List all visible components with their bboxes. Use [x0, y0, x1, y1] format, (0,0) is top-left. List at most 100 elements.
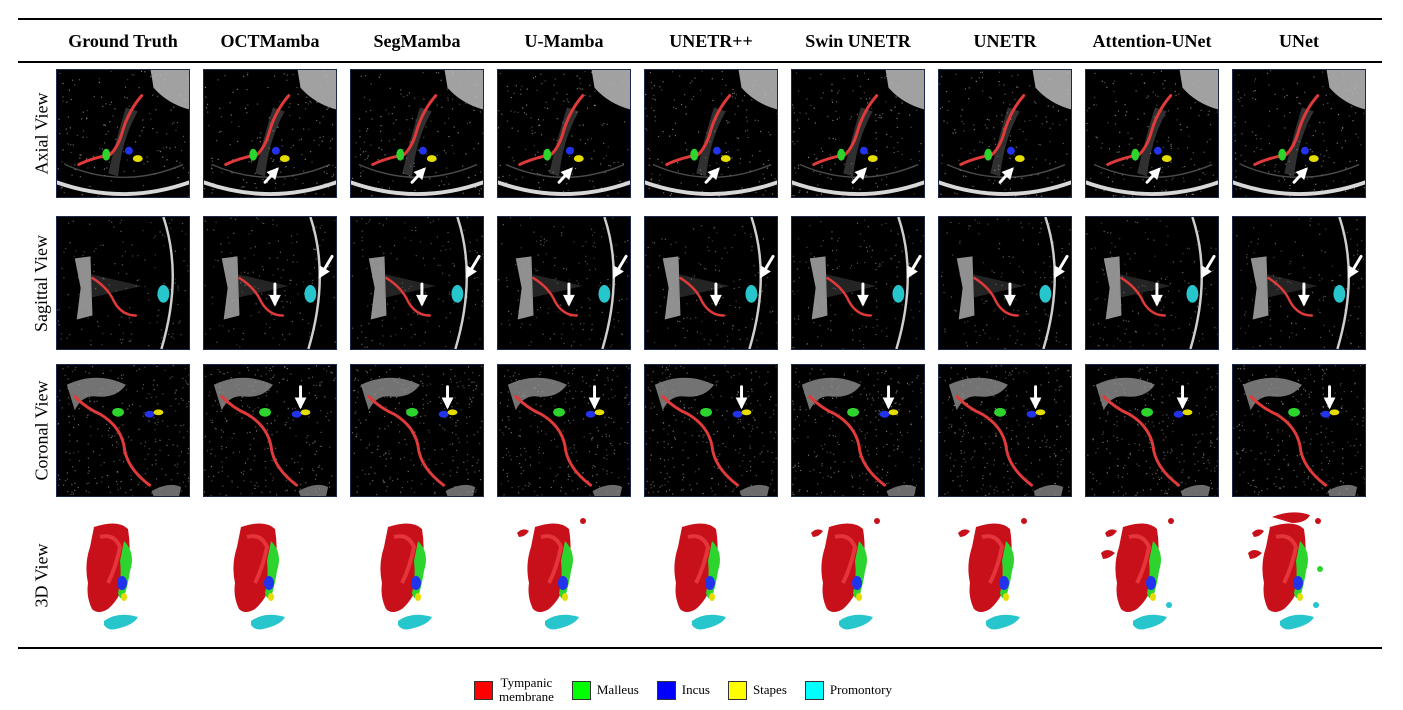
speckle	[993, 127, 995, 129]
speckle	[1032, 489, 1034, 491]
speckle	[1211, 376, 1213, 378]
speckle	[766, 382, 768, 384]
speckle	[897, 445, 899, 447]
speckle	[62, 149, 64, 151]
speckle	[1138, 434, 1140, 436]
speckle	[74, 169, 76, 171]
speckle	[1207, 303, 1209, 305]
speckle	[1253, 151, 1255, 153]
sagittal-image	[498, 217, 630, 349]
speckle	[819, 324, 821, 327]
speckle	[1061, 450, 1063, 452]
speckle	[122, 461, 125, 463]
speckle	[1208, 110, 1210, 112]
speckle	[105, 103, 107, 105]
speckle	[1154, 255, 1156, 257]
speckle	[132, 495, 134, 496]
speckle	[858, 475, 861, 477]
speckle	[324, 231, 326, 233]
indicator-arrow	[410, 167, 426, 184]
speckle	[858, 327, 861, 330]
speckle	[211, 296, 213, 298]
speckle	[793, 112, 795, 114]
speckle	[546, 239, 548, 242]
speckle	[423, 342, 425, 344]
speckle	[284, 290, 286, 292]
speckle	[384, 428, 386, 430]
speckle	[87, 472, 89, 474]
speckle	[1199, 178, 1201, 181]
speckle	[209, 328, 211, 330]
indicator-arrow	[557, 167, 573, 184]
speckle	[1188, 282, 1190, 284]
speckle	[113, 226, 115, 228]
speckle	[379, 343, 381, 345]
speckle	[677, 162, 679, 164]
speckle	[130, 474, 132, 477]
axial-bright-structure	[1179, 70, 1218, 110]
coronal-bright-structure	[213, 377, 273, 411]
speckle	[86, 117, 88, 119]
speckle	[582, 380, 584, 382]
speckle	[806, 98, 808, 100]
speckle	[984, 466, 986, 469]
speckle	[611, 344, 613, 346]
speckle	[272, 274, 274, 276]
speckle	[572, 490, 574, 492]
speckle	[315, 365, 318, 367]
speckle	[748, 423, 750, 425]
speckle	[803, 392, 805, 394]
speckle	[986, 300, 988, 302]
speckle	[959, 428, 961, 431]
speckle	[828, 137, 830, 139]
speckle	[761, 332, 763, 334]
speckle	[1058, 389, 1061, 391]
speckle	[712, 99, 714, 102]
speckle	[256, 103, 259, 105]
speckle	[1056, 426, 1058, 428]
speckle	[68, 403, 70, 405]
speckle	[628, 367, 630, 369]
speckle	[1345, 288, 1348, 290]
speckle	[319, 136, 321, 139]
speckle	[59, 390, 61, 392]
speckle	[435, 171, 437, 174]
speckle	[724, 418, 726, 421]
speckle	[739, 493, 741, 495]
speckle	[601, 124, 603, 126]
speckle	[164, 235, 166, 237]
speckle	[1167, 290, 1170, 292]
speckle	[1113, 491, 1115, 493]
speckle	[282, 334, 284, 336]
incus-mask	[418, 146, 427, 155]
speckle	[797, 290, 799, 292]
speckle	[896, 423, 898, 425]
speckle	[655, 311, 657, 313]
speckle	[537, 309, 539, 311]
speckle	[1144, 285, 1146, 287]
speckle	[290, 235, 293, 237]
speckle	[1060, 464, 1062, 466]
speckle	[205, 333, 207, 335]
speckle	[1016, 339, 1018, 341]
speckle	[217, 259, 219, 262]
stapes-mask	[720, 155, 731, 163]
panel-sagittal-unetr-plus-plus	[644, 216, 778, 350]
speckle	[751, 249, 753, 251]
speckle	[952, 480, 954, 482]
speckle	[283, 378, 285, 380]
speckle	[1057, 188, 1059, 191]
speckle	[230, 252, 232, 254]
speckle	[996, 490, 998, 492]
speckle	[1215, 327, 1217, 329]
speckle	[1098, 345, 1100, 347]
stapes-mask	[279, 155, 290, 163]
speckle	[451, 98, 454, 100]
speckle	[711, 240, 713, 242]
speckle	[154, 422, 156, 424]
speckle	[503, 375, 505, 377]
speckle	[266, 404, 268, 406]
speckle	[448, 291, 450, 293]
sagittal-arc	[895, 217, 909, 349]
speckle	[751, 245, 753, 248]
